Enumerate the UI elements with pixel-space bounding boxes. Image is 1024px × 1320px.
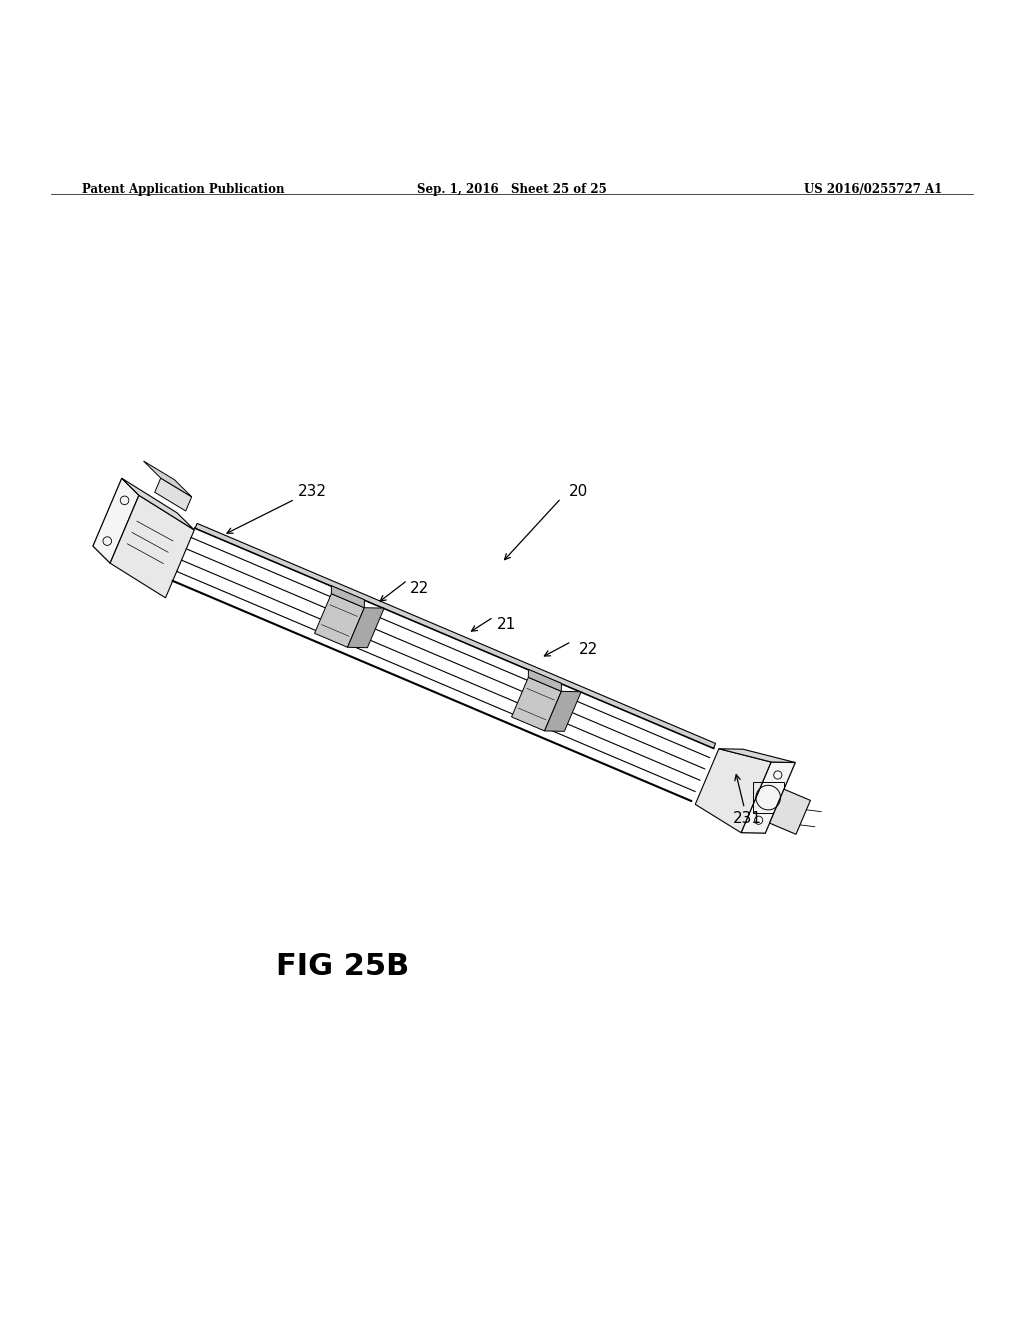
Text: 21: 21 (498, 616, 516, 632)
Text: 22: 22 (580, 643, 598, 657)
Polygon shape (122, 478, 195, 529)
Polygon shape (528, 669, 561, 692)
Polygon shape (770, 789, 810, 834)
Polygon shape (155, 478, 191, 511)
Polygon shape (111, 495, 195, 598)
Text: 20: 20 (569, 483, 588, 499)
Polygon shape (143, 461, 191, 496)
Polygon shape (741, 762, 796, 833)
Polygon shape (719, 748, 796, 763)
Text: 232: 232 (298, 483, 327, 499)
Polygon shape (545, 692, 582, 731)
Polygon shape (314, 594, 365, 647)
Text: US 2016/0255727 A1: US 2016/0255727 A1 (804, 182, 942, 195)
Text: 22: 22 (411, 581, 429, 595)
Text: Sep. 1, 2016   Sheet 25 of 25: Sep. 1, 2016 Sheet 25 of 25 (417, 182, 607, 195)
Polygon shape (695, 748, 771, 833)
Polygon shape (196, 523, 716, 748)
Text: Patent Application Publication: Patent Application Publication (82, 182, 285, 195)
Polygon shape (347, 607, 384, 648)
Text: 231: 231 (733, 812, 762, 826)
Polygon shape (512, 677, 561, 731)
Text: FIG 25B: FIG 25B (276, 952, 410, 981)
Polygon shape (93, 478, 139, 564)
Polygon shape (332, 586, 365, 607)
